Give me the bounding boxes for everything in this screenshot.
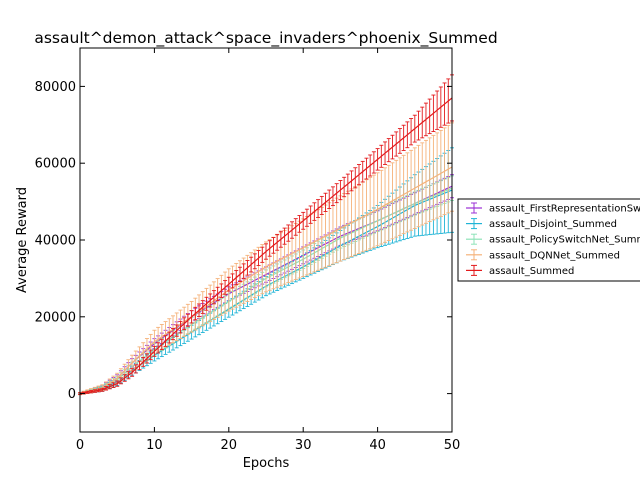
legend-label: assault_FirstRepresentationSwitchNet_Sum… — [489, 204, 640, 215]
legend-label: assault_PolicySwitchNet_Summed — [489, 235, 640, 246]
y-tick-label: 80000 — [35, 80, 76, 95]
legend: assault_FirstRepresentationSwitchNet_Sum… — [457, 198, 640, 282]
x-tick-label: 0 — [76, 438, 84, 453]
y-tick-label: 60000 — [35, 157, 76, 172]
chart-title: assault^demon_attack^space_invaders^phoe… — [34, 29, 497, 48]
legend-label: assault_Summed — [489, 266, 574, 277]
legend-box — [457, 198, 640, 282]
legend-item: assault_PolicySwitchNet_Summed — [466, 233, 640, 246]
series-line — [79, 166, 453, 395]
y-tick-label: 0 — [68, 387, 76, 402]
plot-area — [78, 47, 454, 433]
x-tick-label: 20 — [221, 438, 238, 453]
y-tick-label: 40000 — [35, 234, 76, 249]
x-axis-label: Epochs — [243, 456, 290, 471]
x-tick-label: 50 — [444, 438, 461, 453]
x-tick-label: 30 — [295, 438, 312, 453]
y-axis-label: Average Reward — [15, 187, 30, 293]
y-tick-label: 20000 — [35, 310, 76, 325]
y-axis: 0 20000 40000 60000 80000 — [35, 80, 452, 402]
legend-label: assault_DQNNet_Summed — [489, 250, 620, 261]
legend-item: assault_Disjoint_Summed — [466, 218, 617, 230]
series-assault_Summed — [78, 74, 454, 395]
legend-item: assault_FirstRepresentationSwitchNet_Sum… — [466, 202, 640, 215]
legend-item: assault_DQNNet_Summed — [466, 249, 620, 261]
x-tick-label: 40 — [369, 438, 386, 453]
x-axis: 0 10 20 30 40 50 — [76, 48, 460, 453]
legend-label: assault_Disjoint_Summed — [489, 219, 617, 230]
legend-item: assault_Summed — [466, 264, 574, 277]
x-tick-label: 10 — [146, 438, 163, 453]
series-line — [79, 97, 453, 395]
